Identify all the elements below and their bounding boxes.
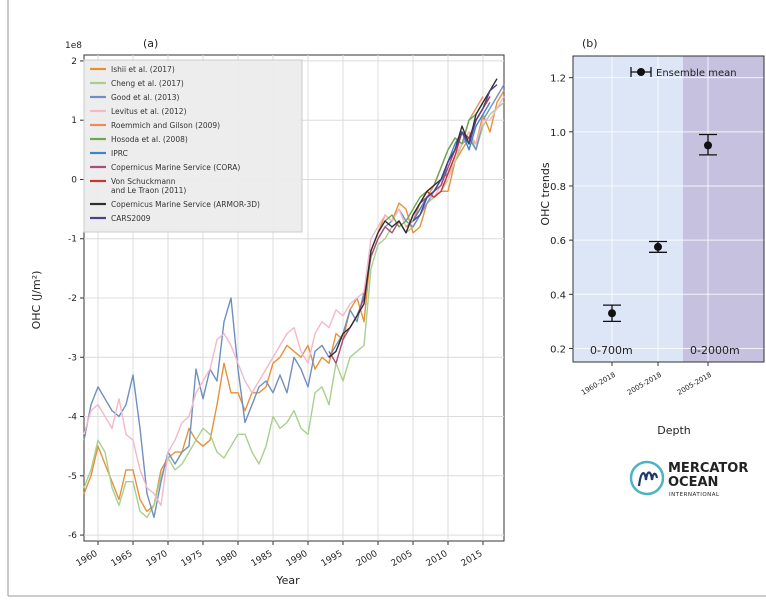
panel-a-x-tick-label: 2005 xyxy=(390,549,415,569)
panel-b-x-tick-label: 2005-2018 xyxy=(676,371,713,397)
panel-b-y-tick-label: 0.4 xyxy=(550,290,566,301)
panel-a-y-ticks: -6 -5 -4 -3 -2 -1 0 1 2 xyxy=(68,57,84,541)
legend-label-10: CARS2009 xyxy=(111,214,151,223)
legend-label-1: Cheng et al. (2017) xyxy=(111,79,184,88)
panel-b-legend-marker xyxy=(637,68,645,76)
panel-b-y-tick-label: 0.2 xyxy=(550,344,566,355)
legend-label-9: Copernicus Marine Service (ARMOR-3D) xyxy=(111,200,260,209)
legend-label-5: Hosoda et al. (2008) xyxy=(111,135,188,144)
panel-a-y-tick-label: -5 xyxy=(68,472,77,482)
panel-a-x-axis-label: Year xyxy=(275,574,300,587)
panel-b: 0.2 0.4 0.6 0.8 1.0 1.2 1960-2018 2005-2018 200… xyxy=(539,37,765,437)
panel-a-x-tick-label: 1980 xyxy=(215,549,240,569)
panel-a-x-tick-label: 1990 xyxy=(285,549,310,569)
panel-a-y-axis-label: OHC (J/m²) xyxy=(30,271,43,330)
point-1 xyxy=(654,242,662,251)
panel-a-x-tick-label: 1975 xyxy=(180,549,205,569)
panel-a-x-tick-label: 2010 xyxy=(425,549,450,569)
panel-a-x-tick-label: 2015 xyxy=(460,549,485,569)
panel-b-legend-label: Ensemble mean xyxy=(656,68,737,79)
panel-a-x-tick-label: 1970 xyxy=(145,549,170,569)
panel-b-region-label-1: 0-2000m xyxy=(690,344,740,357)
panel-a-y-tick-label: -1 xyxy=(68,235,77,245)
mercator-ocean-logo: MERCATOR OCEAN INTERNATIONAL xyxy=(629,460,748,498)
panel-b-y-tick-label: 0.6 xyxy=(550,236,566,247)
panel-a-x-tick-label: 1960 xyxy=(75,549,100,569)
panel-a: 1960 1965 1970 1975 1980 1985 1990 1995 2000 2005… xyxy=(30,37,505,587)
logo-m-glyph-icon xyxy=(637,471,659,487)
panel-b-y-tick-label: 1.2 xyxy=(550,74,566,85)
panel-b-region-0-2000m xyxy=(683,56,764,362)
panel-a-y-tick-label: 2 xyxy=(71,57,77,67)
series-line-10 xyxy=(412,84,498,222)
point-0 xyxy=(608,309,616,318)
panel-a-legend: Ishii et al. (2017) Cheng et al. (2017) Go… xyxy=(83,59,303,233)
logo-circle-icon xyxy=(629,460,665,496)
panel-b-plot-area xyxy=(572,55,765,363)
panel-b-x-tick-label: 1960-2018 xyxy=(580,371,617,397)
legend-label-4: Roemmich and Gilson (2009) xyxy=(111,121,220,130)
panel-b-grid xyxy=(573,56,764,362)
panel-b-region-0-700m xyxy=(573,56,683,362)
point-2 xyxy=(704,141,712,150)
panel-a-x-tick-label: 1965 xyxy=(110,549,135,569)
panel-a-series-lines xyxy=(83,78,505,518)
legend-label-3: Levitus et al. (2012) xyxy=(111,107,187,116)
panel-a-y-multiplier: 1e8 xyxy=(65,41,82,51)
panel-b-label: (b) xyxy=(582,37,598,50)
legend-label-6: IPRC xyxy=(111,149,128,158)
panel-a-y-tick-label: -2 xyxy=(68,294,77,304)
panel-a-x-tick-label: 2000 xyxy=(355,549,380,569)
panel-a-y-tick-label: 0 xyxy=(71,175,77,185)
logo-line3: INTERNATIONAL xyxy=(669,492,720,498)
panel-a-y-tick-label: -3 xyxy=(68,353,77,363)
panel-a-y-tick-label: -6 xyxy=(68,531,77,541)
panel-a-y-tick-label: 1 xyxy=(71,116,77,126)
panel-a-y-tick-label: -4 xyxy=(68,413,77,423)
legend-label-8: Von Schuckmann xyxy=(111,177,176,186)
panel-b-y-tick-label: 0.8 xyxy=(550,182,566,193)
panel-b-region-label-0: 0-700m xyxy=(590,344,633,357)
panel-b-legend: Ensemble mean xyxy=(630,67,737,79)
legend-label-0: Ishii et al. (2017) xyxy=(111,65,175,74)
panel-a-legend-box xyxy=(83,59,303,233)
panel-b-y-axis-label: OHC trends xyxy=(539,162,552,225)
panel-b-y-ticks: 0.2 0.4 0.6 0.8 1.0 1.2 xyxy=(550,74,573,355)
panel-b-x-tick-label: 2005-2018 xyxy=(626,371,663,397)
legend-label-7: Copernicus Marine Service (CORA) xyxy=(111,163,240,172)
panel-a-x-tick-label: 1995 xyxy=(320,549,345,569)
panel-a-x-ticks: 1960 1965 1970 1975 1980 1985 1990 1995 2000 2005… xyxy=(75,541,485,569)
panel-a-x-tick-label: 1985 xyxy=(250,549,275,569)
logo-line2: OCEAN xyxy=(668,475,718,490)
panel-b-x-axis-label: Depth xyxy=(657,424,691,437)
panel-a-label: (a) xyxy=(143,37,158,50)
legend-label-8: and Le Traon (2011) xyxy=(111,186,186,195)
legend-label-2: Good et al. (2013) xyxy=(111,93,180,102)
logo-line1: MERCATOR xyxy=(668,461,748,476)
panel-b-x-ticks: 1960-2018 2005-2018 2005-2018 xyxy=(580,362,713,397)
panel-b-y-tick-label: 1.0 xyxy=(550,128,566,139)
panel-b-points xyxy=(603,133,717,323)
